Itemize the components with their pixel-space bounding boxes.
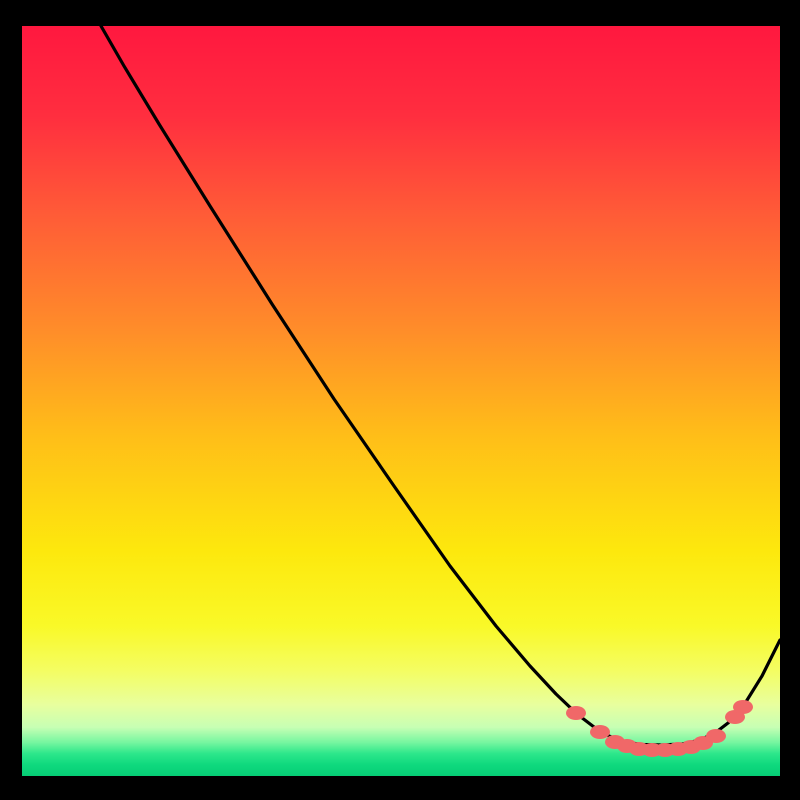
frame-border: [780, 0, 800, 800]
curve-marker: [706, 729, 726, 743]
frame-border: [0, 0, 22, 800]
curve-marker: [590, 725, 610, 739]
bottleneck-curve: [22, 26, 780, 776]
curve-marker: [566, 706, 586, 720]
frame-border: [0, 0, 800, 26]
plot-area: [22, 26, 780, 776]
curve-marker: [733, 700, 753, 714]
curve-path: [101, 26, 780, 745]
frame-border: [0, 776, 800, 800]
